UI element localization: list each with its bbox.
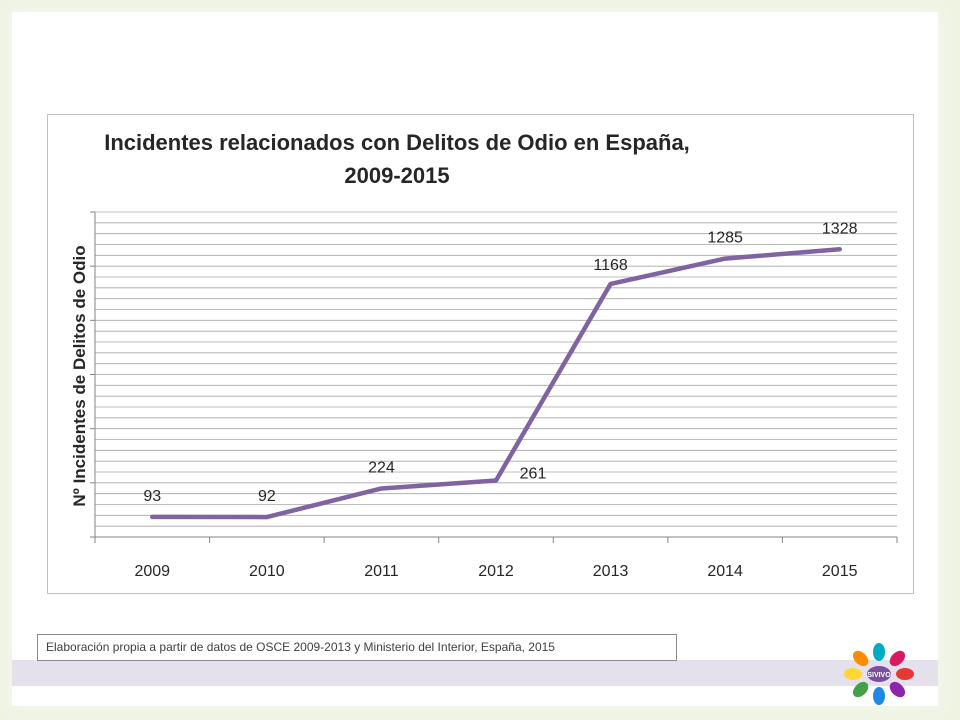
data-label: 1328 xyxy=(822,220,858,237)
x-tick-label: 2010 xyxy=(249,563,285,580)
hand-shape xyxy=(889,681,906,698)
data-label: 1168 xyxy=(593,257,628,274)
x-tick-label: 2012 xyxy=(478,563,514,580)
x-tick-labels: 2009 2010 2011 2012 2013 2014 2015 xyxy=(134,563,857,580)
chart-frame xyxy=(47,114,914,594)
series-layer xyxy=(150,247,842,520)
x-tick-label: 2014 xyxy=(707,563,743,580)
data-label: 92 xyxy=(258,488,276,505)
x-tick-label: 2013 xyxy=(593,563,629,580)
logo-center xyxy=(867,666,891,682)
hand-shape xyxy=(852,650,869,667)
chart-title: Incidentes relacionados con Delitos de O… xyxy=(47,126,747,192)
hand-shape xyxy=(844,668,862,680)
logo-text: SIVIVO xyxy=(867,672,891,679)
data-labels: 93 92 224 261 1168 1285 1328 xyxy=(143,220,857,505)
sivivo-logo: SIVIVO xyxy=(844,643,914,705)
x-tick-label: 2011 xyxy=(364,563,399,580)
hand-shape xyxy=(896,668,914,680)
chart-title-line-1: Incidentes relacionados con Delitos de O… xyxy=(104,130,690,155)
hand-shape xyxy=(889,650,906,667)
axes xyxy=(90,211,898,543)
data-label: 93 xyxy=(143,488,161,505)
chart-title-line-2: 2009-2015 xyxy=(344,163,450,188)
x-tick-label: 2015 xyxy=(822,563,858,580)
hand-shape xyxy=(873,643,885,661)
source-footnote: Elaboración propia a partir de datos de … xyxy=(37,634,677,661)
data-label: 224 xyxy=(368,459,395,476)
series-line-0 xyxy=(150,247,842,520)
data-label: 1285 xyxy=(707,230,743,247)
hand-shape xyxy=(873,687,885,705)
footer-band xyxy=(12,660,938,686)
hands-logo-icon xyxy=(844,643,914,705)
hand-shape xyxy=(852,681,869,698)
data-label: 261 xyxy=(520,465,547,482)
x-tick-label: 2009 xyxy=(134,563,170,580)
